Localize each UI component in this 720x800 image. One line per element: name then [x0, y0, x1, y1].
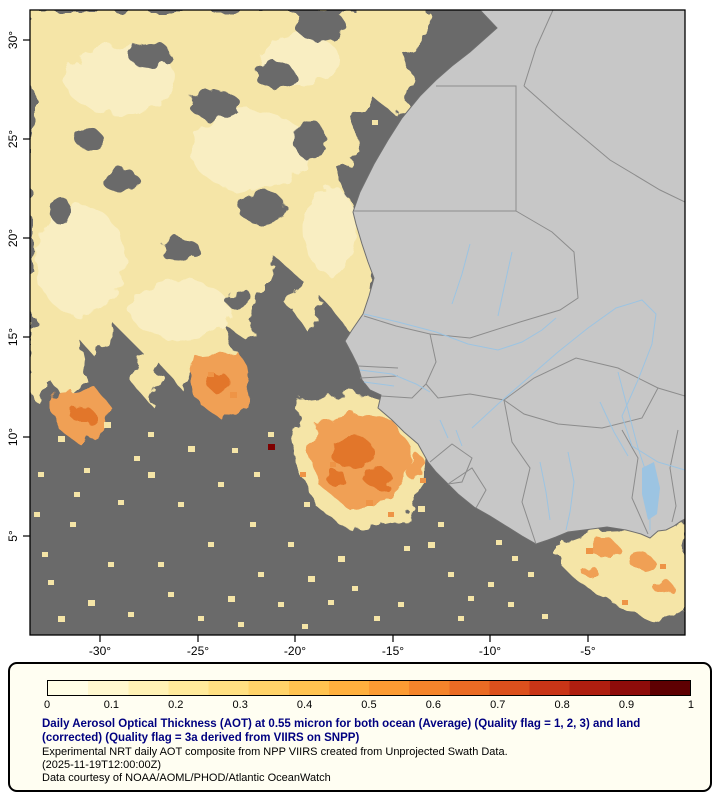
country-borders — [354, 10, 685, 545]
longitude-ticks — [99, 635, 589, 642]
colorbar-tick-label: 0.3 — [232, 699, 248, 711]
legend-panel: 0 0.1 0.2 0.3 0.4 0.5 0.6 0.7 0.8 0.9 1 … — [8, 662, 712, 792]
colorbar-tick-label: 0.8 — [554, 699, 570, 711]
aot-colorbar — [47, 680, 691, 696]
lat-label-20: 20° — [6, 229, 20, 247]
colorbar-tick-label: 0 — [43, 699, 51, 711]
lon-label-m5: -5° — [580, 644, 596, 655]
colorbar-tick-label: 0.6 — [425, 699, 441, 711]
lon-label-m30: -30° — [89, 644, 111, 655]
lake-volta — [642, 462, 660, 520]
latitude-ticks — [23, 39, 30, 537]
lat-label-5: 5° — [6, 530, 20, 542]
legend-timestamp: (2025-11-19T12:00:00Z) — [42, 759, 162, 771]
aot-plume-holes — [50, 10, 345, 310]
map-frame — [29, 9, 686, 636]
lon-label-m20: -20° — [284, 644, 306, 655]
colorbar-tick-label: 1 — [687, 699, 694, 711]
rivers — [359, 243, 685, 531]
lon-label-m25: -25° — [187, 644, 209, 655]
colorbar-tick-label: 0.7 — [490, 699, 506, 711]
colorbar-tick-label: 0.9 — [618, 699, 635, 711]
colorbar-tick-labels: 0 0.1 0.2 0.3 0.4 0.5 0.6 0.7 0.8 0.9 1 — [32, 699, 706, 711]
colorbar-tick-label: 0.5 — [361, 699, 377, 711]
longitude-axis: -30° -25° -20° -15° -10° -5° — [89, 635, 596, 658]
colorbar-tick-label: 0.1 — [103, 699, 120, 711]
africa-coastline — [344, 10, 685, 545]
legend-description: Experimental NRT daily AOT composite fro… — [42, 745, 508, 758]
colorbar-tick-label: 0.4 — [296, 699, 313, 711]
aot-speck-extreme — [268, 444, 275, 450]
aot-blob-gulf — [556, 522, 685, 618]
lon-label-m10: -10° — [479, 644, 501, 655]
aot-plume-deep-orange — [70, 373, 392, 488]
lat-label-15: 15° — [6, 328, 20, 346]
lat-label-10: 10° — [6, 428, 20, 446]
latitude-axis: 30° 25° 20° 15° 10° 5° — [6, 31, 30, 542]
legend-credit: Data courtesy of NOAA/AOML/PHOD/Atlantic… — [42, 772, 331, 785]
lon-label-m15: -15° — [382, 644, 404, 655]
colorbar-tick-label: 0.2 — [168, 699, 184, 711]
aot-plume-bright — [35, 35, 355, 340]
landmass — [344, 10, 685, 545]
lat-label-25: 25° — [6, 130, 20, 148]
lat-label-30: 30° — [6, 31, 20, 49]
legend-title: Daily Aerosol Optical Thickness (AOT) at… — [42, 718, 641, 744]
aot-map: 30° 25° 20° 15° 10° 5° -30° -25° -20° -1… — [6, 9, 686, 658]
